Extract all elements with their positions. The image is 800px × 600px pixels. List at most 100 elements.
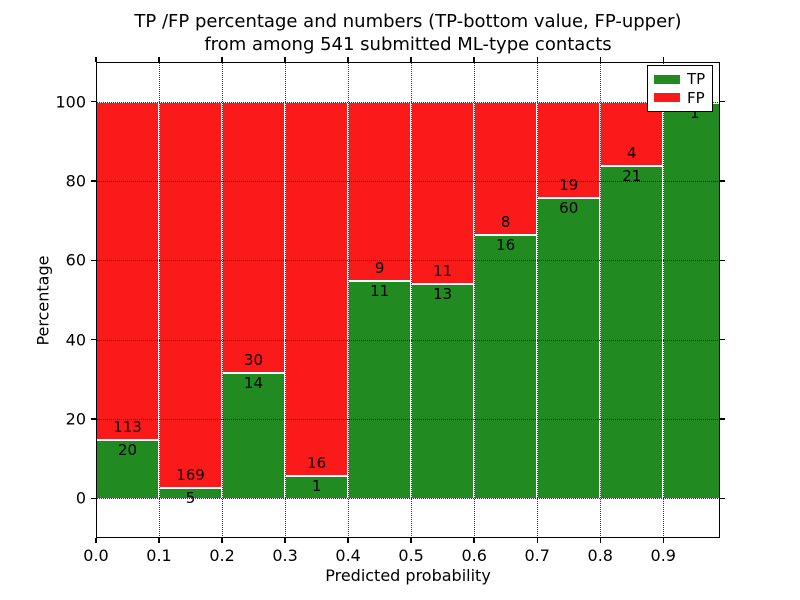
legend-entry-fp: FP [654,90,706,106]
vertical-gridline [285,62,287,538]
tp-count-label: 13 [433,285,453,304]
x-tick-label: 0.9 [650,546,676,565]
x-tick-mark-top [95,57,97,62]
y-tick-label: 0 [75,488,86,508]
fp-segment [97,101,159,439]
x-tick-label: 0.8 [587,546,613,565]
fp-segment [160,101,222,487]
plot-area: 113 20 169 5 30 14 16 1 9 11 11 13 8 16 19 60 4 21 1 TP FP [96,62,720,538]
vertical-gridline [474,62,476,538]
fp-count-label: 4 [626,144,637,163]
x-tick-mark-top [347,57,349,62]
fp-segment [412,101,474,284]
tp-segment [475,233,537,499]
y-tick-mark-right [720,180,725,182]
x-tick-mark-bottom [662,538,664,543]
y-tick-label: 80 [65,171,86,191]
horizontal-gridline [96,419,720,420]
tp-segment [160,486,222,499]
tp-count-label: 11 [370,282,390,301]
x-tick-mark-top [284,57,286,62]
chart-title-line2: from among 541 submitted ML-type contact… [204,34,612,55]
fp-count-label: 19 [559,176,579,195]
x-tick-label: 0.2 [209,546,235,565]
vertical-gridline [663,62,665,538]
y-tick-mark-right [720,497,725,500]
vertical-gridline [411,62,413,538]
bar-0.6-0.7 [474,101,538,499]
x-tick-mark-bottom [536,538,538,543]
x-tick-mark-top [410,57,412,62]
y-tick-mark-left [91,418,96,420]
fp-segment [349,101,411,281]
x-tick-mark-bottom [599,538,601,543]
vertical-gridline [600,62,602,538]
fp-count-label: 169 [176,465,205,484]
vertical-gridline [159,62,161,538]
y-tick-label: 20 [65,409,86,429]
y-tick-mark-left [91,497,96,500]
tp-count-label: 60 [559,199,579,218]
tp-color-swatch [654,74,680,84]
tp-count-label: 21 [622,167,642,186]
x-tick-label: 0.4 [335,546,361,565]
y-tick-label: 100 [55,92,86,112]
x-tick-label: 0.1 [146,546,172,565]
chart-title-line1: TP /FP percentage and numbers (TP-bottom… [134,11,682,32]
y-tick-label: 40 [65,330,86,350]
vertical-gridline [537,62,539,538]
bar-0.4-0.5 [348,101,412,499]
y-tick-mark-left [91,259,96,262]
x-tick-label: 0.5 [398,546,424,565]
y-tick-mark-left [91,180,96,182]
tp-segment [664,101,720,499]
tp-segment [538,197,600,499]
legend-entry-tp: TP [654,71,706,87]
horizontal-gridline [96,101,720,103]
tp-count-label: 1 [690,103,700,122]
x-tick-mark-top [599,57,601,62]
bar-0.1-0.2 [159,101,223,499]
tp-count-label: 20 [117,440,138,459]
chart-title: TP /FP percentage and numbers (TP-bottom… [96,10,720,56]
horizontal-gridline [96,260,720,262]
x-tick-label: 0.6 [461,546,487,565]
tp-segment [349,280,411,499]
legend-label-tp: TP [687,70,706,89]
fp-count-label: 8 [500,212,511,231]
fp-segment [286,101,348,475]
bar-0.5-0.6 [411,101,475,499]
bar-0.7-0.8 [537,101,601,499]
x-tick-mark-bottom [473,538,475,543]
tp-count-label: 14 [244,374,264,393]
x-tick-mark-bottom [95,538,97,543]
legend-label-fp: FP [687,88,705,107]
tp-count-label: 1 [311,477,322,495]
x-tick-mark-bottom [410,538,412,543]
tp-count-label: 16 [496,235,516,254]
x-tick-mark-bottom [284,538,286,543]
y-tick-mark-right [720,418,725,420]
x-tick-mark-top [158,57,160,62]
tp-segment [286,474,348,499]
fp-color-swatch [654,93,680,103]
y-tick-mark-right [720,100,725,103]
x-tick-label: 0.3 [272,546,298,565]
tp-segment [601,165,663,499]
tp-segment [97,438,159,499]
legend: TP FP [647,65,713,112]
x-tick-mark-top [662,57,664,62]
x-tick-mark-bottom [221,538,223,543]
x-tick-label: 0.0 [83,546,109,565]
bar-0.3-0.4 [285,101,349,499]
horizontal-gridline [96,498,720,500]
bar-0.2-0.3 [222,101,286,499]
vertical-gridline [348,62,350,538]
x-tick-mark-top [221,57,223,62]
y-tick-mark-left [91,338,96,341]
x-tick-mark-top [473,57,475,62]
tp-segment [223,372,285,499]
fp-count-label: 16 [307,454,327,472]
bar-0.9-1.0 [663,101,720,499]
x-axis-label: Predicted probability [325,566,491,585]
